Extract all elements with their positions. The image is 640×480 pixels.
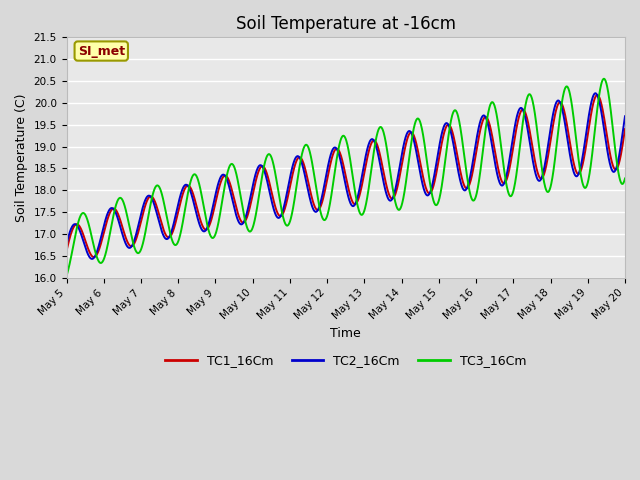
TC1_16Cm [381,175,388,180]
X-axis label: Time: Time [330,327,361,340]
Line: TC1_16Cm: TC1_16Cm [67,95,625,257]
TC1_16Cm [63,249,70,254]
TC1_16Cm [90,254,97,260]
TC3_16Cm [381,132,388,138]
TC1_16Cm [129,242,137,248]
TC2_16Cm [300,168,308,174]
TC3_16Cm [621,176,629,181]
TC1_16Cm [322,185,330,191]
TC3_16Cm [600,76,607,82]
TC1_16Cm [593,92,601,98]
TC1_16Cm [300,161,308,167]
TC1_16Cm [312,205,319,211]
Title: Soil Temperature at -16cm: Soil Temperature at -16cm [236,15,456,33]
Line: TC2_16Cm: TC2_16Cm [67,93,625,259]
Line: TC3_16Cm: TC3_16Cm [67,79,625,276]
TC2_16Cm [63,242,70,248]
TC3_16Cm [63,273,70,279]
TC2_16Cm [312,209,319,215]
TC2_16Cm [106,206,114,212]
TC2_16Cm [381,184,388,190]
TC2_16Cm [129,241,137,247]
Legend: TC1_16Cm, TC2_16Cm, TC3_16Cm: TC1_16Cm, TC2_16Cm, TC3_16Cm [161,349,531,372]
TC1_16Cm [106,209,114,215]
TC3_16Cm [106,232,113,238]
Text: SI_met: SI_met [77,45,125,58]
TC3_16Cm [321,217,329,223]
TC3_16Cm [129,238,136,243]
TC1_16Cm [621,126,629,132]
TC3_16Cm [311,178,319,183]
TC2_16Cm [88,256,96,262]
TC2_16Cm [621,113,629,119]
TC2_16Cm [592,90,600,96]
Y-axis label: Soil Temperature (C): Soil Temperature (C) [15,93,28,222]
TC3_16Cm [300,146,307,152]
TC2_16Cm [322,176,330,182]
